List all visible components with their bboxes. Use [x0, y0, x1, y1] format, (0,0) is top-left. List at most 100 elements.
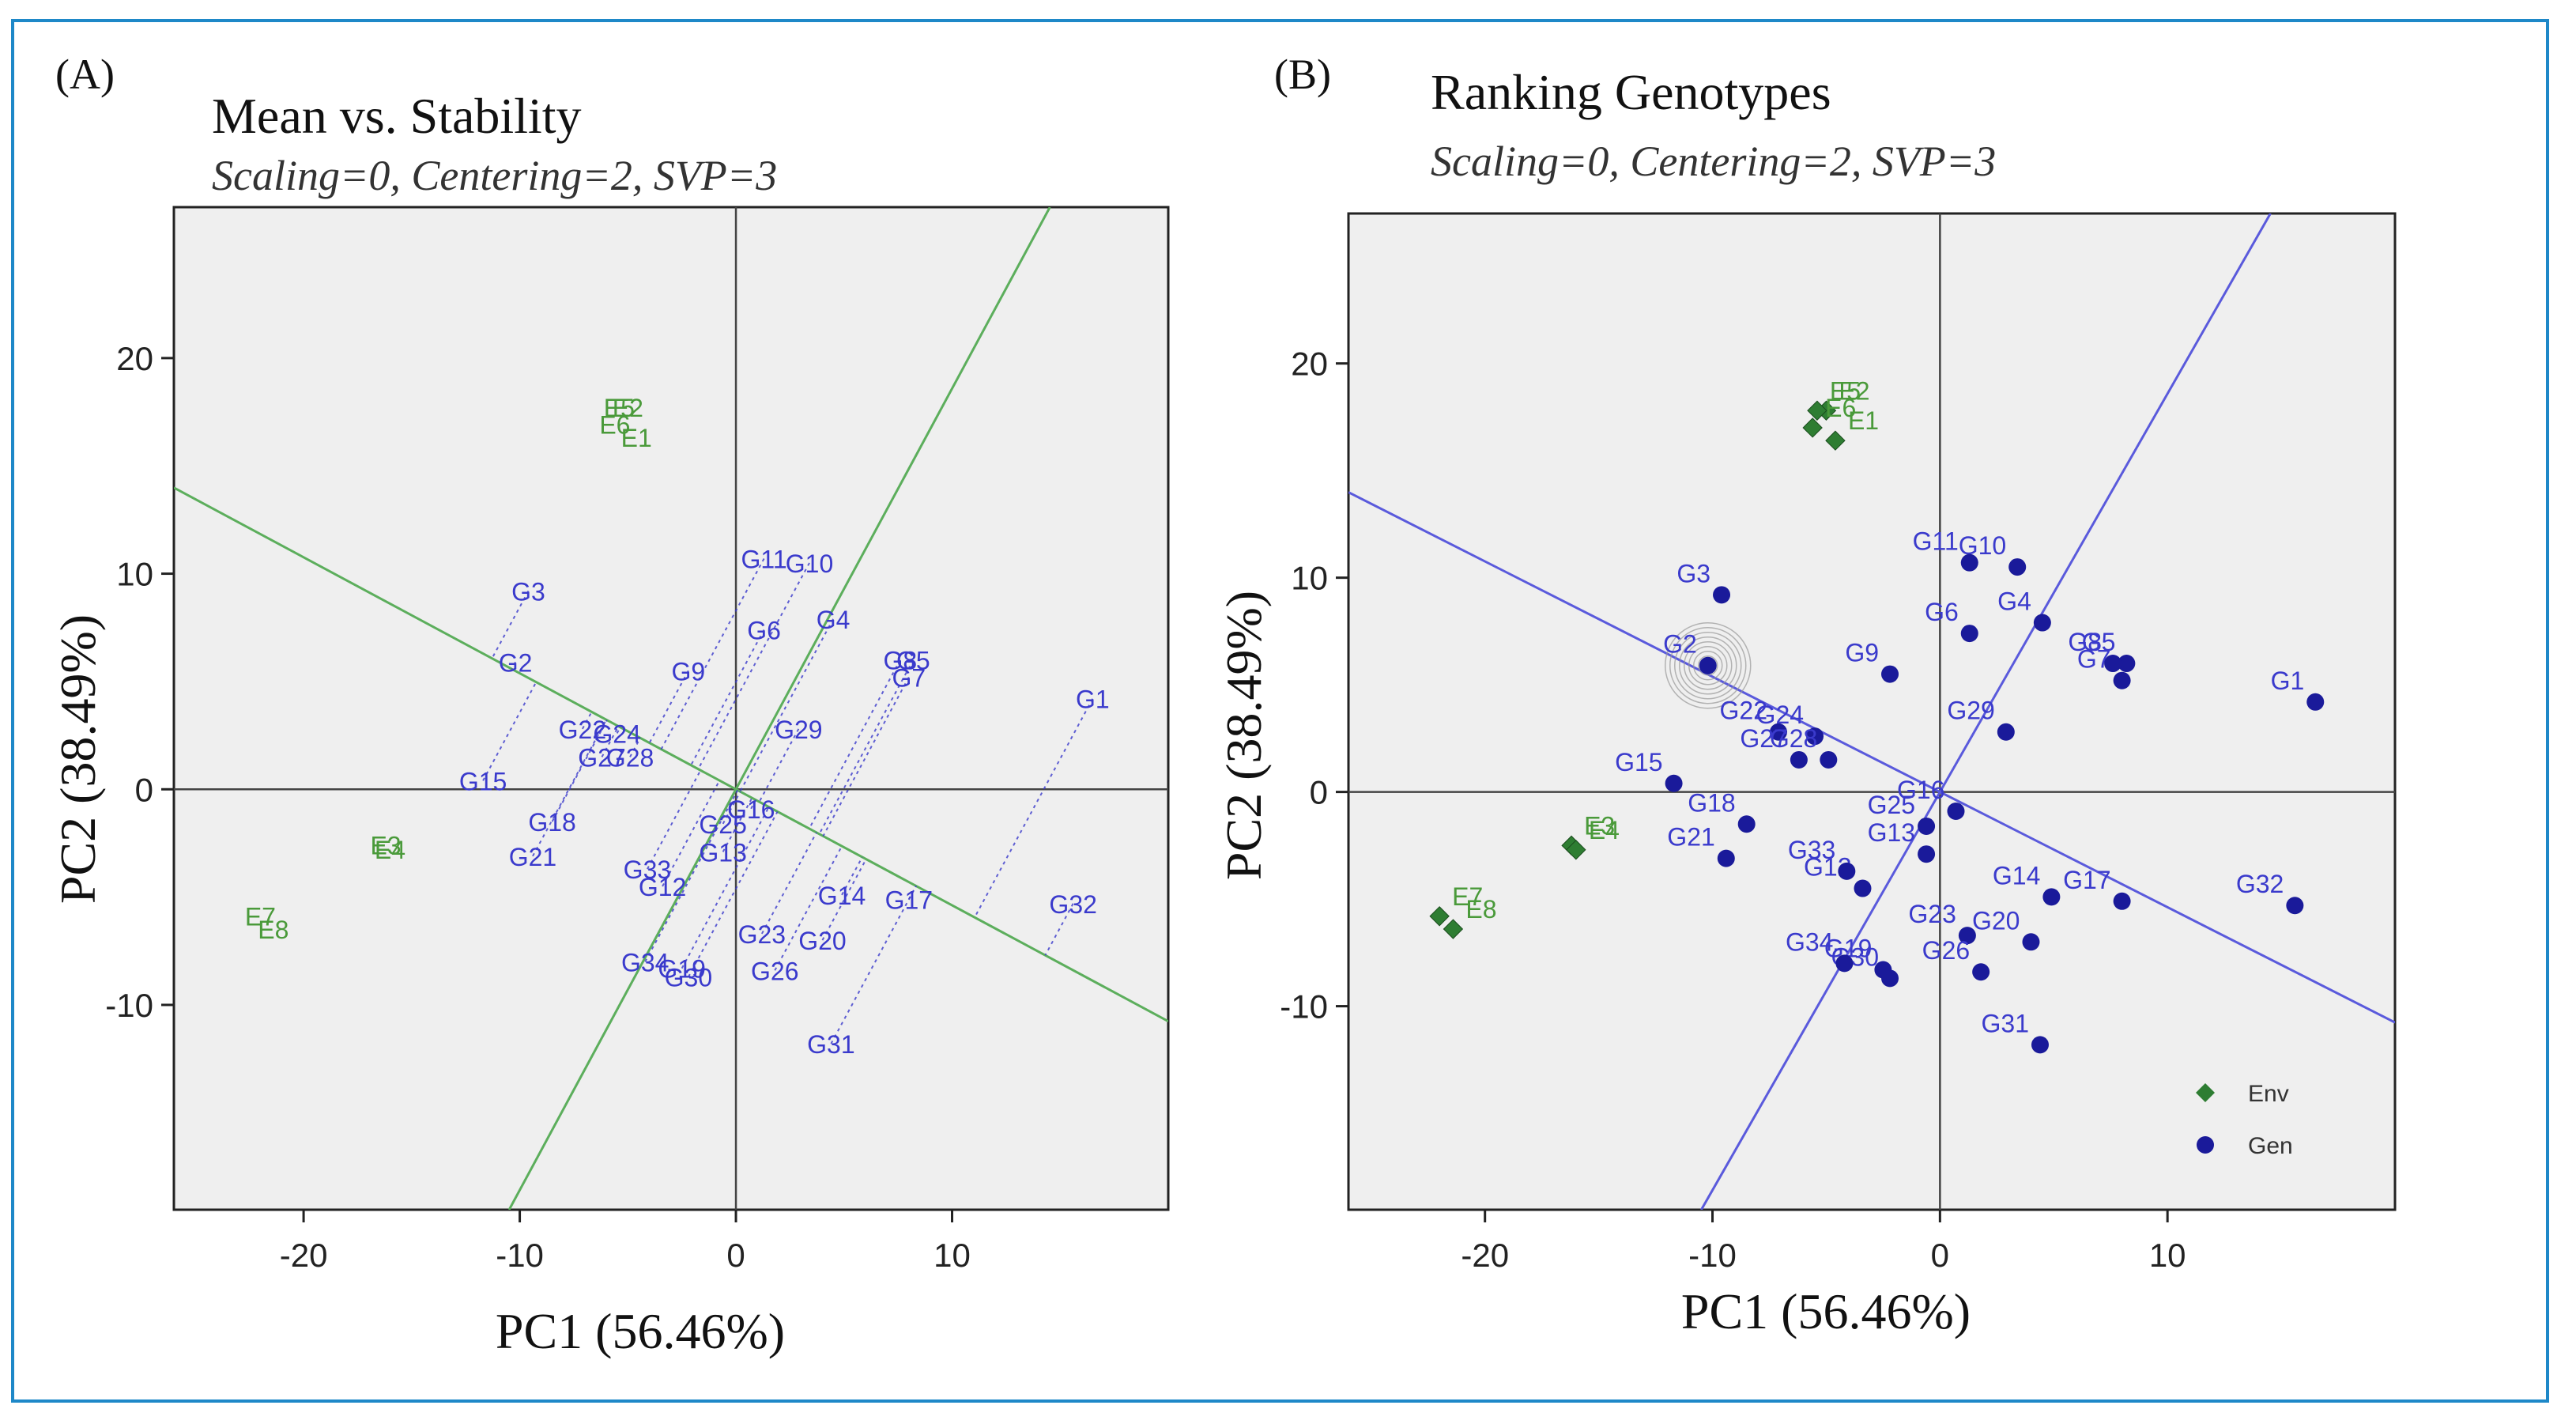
- gen-label-g4: G4: [1997, 587, 2031, 616]
- env-label-e4: E4: [1589, 816, 1620, 844]
- env-label-e5: E5: [604, 394, 635, 422]
- gen-label-g8: G8: [2068, 628, 2102, 656]
- projection-line-g10: [697, 562, 810, 770]
- gen-label-g31: G31: [1982, 1009, 2029, 1037]
- gen-marker-g30: [1881, 969, 1899, 988]
- legend-env-marker: [2196, 1083, 2215, 1102]
- panel-a-aec-abscissa: [174, 486, 1168, 1022]
- panel-b-xtick-label: -20: [1461, 1237, 1509, 1274]
- gen-label-g6: G6: [1925, 598, 1959, 626]
- projection-line-g19: [681, 806, 770, 969]
- env-label-e7: E7: [1452, 882, 1483, 911]
- gen-marker-g20: [2022, 933, 2040, 951]
- gen-label-g23: G23: [738, 920, 786, 949]
- gen-label-g2: G2: [499, 648, 533, 677]
- panel-a-xtick-label: 0: [726, 1237, 745, 1274]
- env-label-e1: E1: [621, 424, 652, 452]
- gen-label-g11: G11: [1913, 527, 1959, 556]
- projection-line-g22: [581, 711, 593, 730]
- ideal-ring: [1698, 655, 1718, 676]
- legend-gen-marker: [2197, 1136, 2214, 1154]
- projection-line-g21: [532, 719, 607, 857]
- gen-label-g22: G22: [1720, 697, 1767, 725]
- panel-b-aec-abscissa: [1348, 491, 2395, 1024]
- gen-label-g26: G26: [1922, 936, 1970, 965]
- projection-line-g1: [974, 698, 1094, 918]
- panel-a-aec-ordinate: [507, 207, 1051, 1210]
- panel-b-title: Ranking Genotypes: [1431, 64, 1831, 120]
- gen-label-g17: G17: [2063, 866, 2110, 894]
- gen-label-g13: G13: [1868, 818, 1915, 847]
- env-label-e3: E3: [1584, 811, 1615, 840]
- gen-marker-g4: [2033, 614, 2051, 632]
- gen-marker-g3: [1713, 586, 1731, 604]
- projection-line-g7: [822, 676, 910, 837]
- panel-a-plot-area: [172, 206, 1170, 1211]
- gen-label-g28: G28: [1770, 724, 1817, 753]
- gen-label-g15: G15: [459, 767, 507, 795]
- panel-b-aec-ordinate: [1700, 213, 2272, 1210]
- panel-a: (A) Mean vs. Stability Scaling=0, Center…: [50, 51, 1170, 1359]
- ideal-ring: [1674, 631, 1742, 700]
- gen-label-g33: G33: [1788, 836, 1835, 864]
- gen-label-g28: G28: [606, 743, 654, 772]
- panel-b-plot: E1E2E3E4E5E6E7E8G1G2G3G4G5G6G7G8G9G10G11…: [1280, 212, 2397, 1274]
- gen-label-g30: G30: [665, 963, 712, 992]
- panel-a-ylabel: PC2 (38.49%): [50, 614, 106, 904]
- gen-label-g12: G12: [639, 873, 686, 901]
- gen-label-g5: G5: [896, 647, 930, 675]
- gen-label-g9: G9: [1845, 639, 1879, 667]
- panel-a-ytick-label: 10: [116, 556, 153, 593]
- gen-marker-g25: [1918, 817, 1936, 835]
- panel-a-ytick-label: 0: [135, 771, 153, 808]
- gen-label-g24: G24: [593, 720, 640, 748]
- ideal-ring: [1669, 626, 1747, 704]
- gen-label-g9: G9: [672, 657, 706, 686]
- gen-marker-g9: [1881, 665, 1899, 683]
- panel-b: (B) Ranking Genotypes Scaling=0, Centeri…: [1216, 51, 2397, 1339]
- gen-marker-g6: [1960, 625, 1978, 643]
- panel-a-title: Mean vs. Stability: [212, 88, 582, 144]
- gen-label-g14: G14: [1993, 861, 2040, 890]
- gen-label-g17: G17: [885, 886, 933, 914]
- env-marker-e7: [1429, 906, 1450, 927]
- gen-label-g8: G8: [884, 647, 918, 675]
- gen-label-g23: G23: [1908, 900, 1956, 928]
- projection-line-g18: [551, 720, 608, 822]
- panel-b-ytick-label: 20: [1291, 346, 1328, 383]
- projection-line-g2: [511, 661, 516, 670]
- panel-b-subtitle: Scaling=0, Centering=2, SVP=3: [1431, 138, 1996, 185]
- env-label-e8: E8: [1465, 895, 1496, 924]
- env-marker-e4: [1566, 840, 1586, 860]
- projection-line-g24: [616, 727, 621, 734]
- panel-a-xtick-label: 10: [933, 1237, 971, 1274]
- ideal-ring: [1684, 640, 1733, 690]
- legend-env-label: Env: [2248, 1081, 2289, 1107]
- gen-label-g21: G21: [1667, 823, 1714, 852]
- gen-label-g19: G19: [658, 955, 705, 984]
- gen-marker-g24: [1806, 727, 1824, 746]
- env-label-e1: E1: [1848, 406, 1879, 435]
- gen-label-g29: G29: [775, 716, 822, 744]
- projection-line-g15: [482, 682, 537, 781]
- gen-label-g15: G15: [1615, 748, 1662, 776]
- projection-line-g23: [760, 832, 817, 935]
- gen-marker-g12: [1854, 879, 1872, 897]
- projection-line-g32: [1044, 903, 1074, 956]
- env-label-e3: E3: [370, 831, 401, 859]
- gen-label-g20: G20: [798, 927, 846, 955]
- gen-label-g31: G31: [807, 1030, 854, 1059]
- gen-label-g18: G18: [1688, 788, 1735, 817]
- env-marker-e5: [1807, 400, 1827, 421]
- projection-line-g30: [687, 811, 779, 977]
- env-label-e6: E6: [1825, 394, 1856, 422]
- gen-label-g32: G32: [1049, 890, 1096, 919]
- gen-marker-g7: [2113, 671, 2131, 689]
- gen-label-g22: G22: [559, 716, 606, 744]
- gen-marker-g33: [1838, 862, 1856, 880]
- panel-b-tag: (B): [1274, 51, 1331, 98]
- gen-label-g16: G16: [727, 795, 775, 824]
